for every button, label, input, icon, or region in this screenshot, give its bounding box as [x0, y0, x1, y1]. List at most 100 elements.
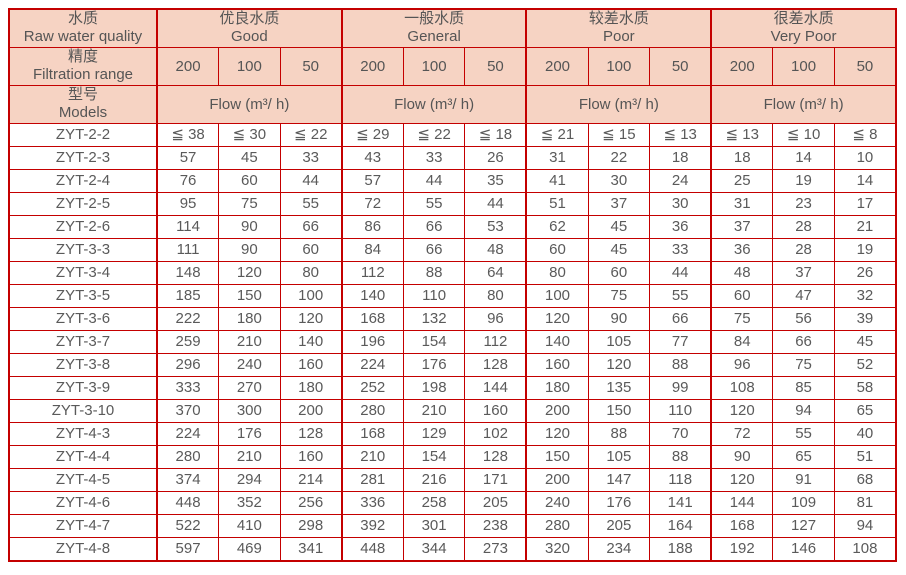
flow-value-cell: 81	[833, 490, 897, 515]
flow-value-cell: 281	[340, 467, 404, 492]
flow-value-cell: 108	[710, 375, 774, 400]
flow-value-cell: 128	[464, 444, 527, 469]
model-cell: ZYT-3-5	[8, 283, 158, 308]
flow-value-cell: 148	[156, 260, 220, 285]
flow-value-cell: 114	[156, 214, 220, 239]
quality-general-label-en: General	[407, 28, 461, 46]
flow-value-cell: ≦ 22	[279, 122, 343, 147]
flow-value-cell: 44	[464, 191, 527, 216]
raw-water-quality-label-en: Raw water quality	[23, 28, 143, 46]
quality-good-label-zh: 优良水质	[219, 10, 280, 28]
flow-value-cell: 176	[587, 490, 651, 515]
flow-value-cell: 68	[833, 467, 897, 492]
table-row: ZYT-4-8 597 469 341 448 344 273 320 234 188 192 146…	[8, 536, 897, 561]
flow-value-cell: 44	[402, 168, 466, 193]
flow-value-cell: 39	[833, 306, 897, 331]
flow-value-cell: 240	[218, 352, 281, 377]
flow-value-cell: 60	[218, 168, 281, 193]
flow-value-cell: 192	[710, 536, 774, 561]
flow-value-cell: 448	[156, 490, 220, 515]
table-row: ZYT-3-4 148 120 80 112 88 64 80 60 44 48 37 26	[8, 260, 897, 285]
flow-value-cell: 280	[525, 513, 589, 538]
flow-value-cell: 43	[340, 145, 404, 170]
quality-very-poor-label-zh: 很差水质	[773, 10, 834, 28]
flow-value-cell: 94	[833, 513, 897, 538]
flow-value-cell: 90	[710, 444, 774, 469]
flow-value-cell: 84	[710, 329, 774, 354]
flow-value-cell: 77	[649, 329, 712, 354]
flow-value-cell: 120	[279, 306, 343, 331]
flow-value-cell: 127	[772, 513, 835, 538]
filtration-col-50: 50	[464, 46, 527, 86]
flow-value-cell: 64	[464, 260, 527, 285]
model-cell: ZYT-4-8	[8, 536, 158, 561]
quality-general-label-zh: 一般水质	[404, 10, 465, 28]
filtration-col-200: 200	[525, 46, 589, 86]
flow-value-cell: ≦ 10	[772, 122, 835, 147]
flow-value-cell: 30	[649, 191, 712, 216]
flow-value-cell: 135	[587, 375, 651, 400]
flow-value-cell: 96	[464, 306, 527, 331]
flow-value-cell: 120	[710, 398, 774, 423]
table-row: ZYT-4-6 448 352 256 336 258 205 240 176 141 144 109…	[8, 490, 897, 515]
flow-value-cell: 109	[772, 490, 835, 515]
flow-value-cell: 55	[279, 191, 343, 216]
filtration-col-100: 100	[402, 46, 466, 86]
flow-value-cell: 95	[156, 191, 220, 216]
flow-value-cell: 252	[340, 375, 404, 400]
flow-value-cell: 224	[340, 352, 404, 377]
flow-value-cell: 140	[340, 283, 404, 308]
flow-value-cell: 66	[772, 329, 835, 354]
flow-value-cell: 86	[340, 214, 404, 239]
flow-value-cell: 22	[587, 145, 651, 170]
flow-value-cell: 144	[464, 375, 527, 400]
flow-value-cell: 94	[772, 398, 835, 423]
flow-value-cell: 72	[340, 191, 404, 216]
flow-value-cell: 154	[402, 329, 466, 354]
flow-value-cell: 150	[587, 398, 651, 423]
flow-value-cell: 118	[649, 467, 712, 492]
flow-label-cell: Flow (m³/ h)	[340, 84, 527, 124]
flow-value-cell: 19	[772, 168, 835, 193]
quality-good-label-en: Good	[231, 28, 268, 46]
table-header: 水质 Raw water quality 优良水质 Good 一般水质 Gene…	[8, 8, 897, 124]
flow-value-cell: 140	[525, 329, 589, 354]
flow-value-cell: 33	[279, 145, 343, 170]
table-row: ZYT-3-9 333 270 180 252 198 144 180 135 99 108 85 58	[8, 375, 897, 400]
quality-poor-label-zh: 较差水质	[588, 10, 649, 28]
table-row: ZYT-2-2 ≦ 38 ≦ 30 ≦ 22 ≦ 29 ≦ 22 ≦ 18 ≦ 21 ≦ 15 ≦…	[8, 122, 897, 147]
model-cell: ZYT-4-6	[8, 490, 158, 515]
flow-value-cell: 91	[772, 467, 835, 492]
model-cell: ZYT-3-10	[8, 398, 158, 423]
flow-value-cell: 88	[649, 352, 712, 377]
flow-value-cell: 96	[710, 352, 774, 377]
model-cell: ZYT-3-9	[8, 375, 158, 400]
table-row: ZYT-3-5 185 150 100 140 110 80 100 75 55 60 47 32	[8, 283, 897, 308]
flow-value-cell: ≦ 21	[525, 122, 589, 147]
quality-header-very-poor: 很差水质 Very Poor	[710, 8, 897, 48]
flow-value-cell: 80	[525, 260, 589, 285]
flow-value-cell: 112	[340, 260, 404, 285]
filtration-col-200: 200	[340, 46, 404, 86]
filtration-col-200: 200	[710, 46, 774, 86]
flow-value-cell: ≦ 38	[156, 122, 220, 147]
flow-value-cell: 370	[156, 398, 220, 423]
flow-value-cell: 352	[218, 490, 281, 515]
flow-value-cell: 200	[525, 398, 589, 423]
flow-value-cell: 147	[587, 467, 651, 492]
model-cell: ZYT-3-3	[8, 237, 158, 262]
flow-value-cell: 256	[279, 490, 343, 515]
flow-value-cell: 26	[833, 260, 897, 285]
table-row: ZYT-2-4 76 60 44 57 44 35 41 30 24 25 19 14	[8, 168, 897, 193]
model-cell: ZYT-2-3	[8, 145, 158, 170]
flow-value-cell: 36	[710, 237, 774, 262]
flow-value-cell: 45	[218, 145, 281, 170]
flow-value-cell: 99	[649, 375, 712, 400]
flow-value-cell: 66	[402, 214, 466, 239]
flow-value-cell: 88	[587, 421, 651, 446]
model-cell: ZYT-4-7	[8, 513, 158, 538]
flow-value-cell: 17	[833, 191, 897, 216]
flow-value-cell: 84	[340, 237, 404, 262]
filtration-col-200: 200	[156, 46, 220, 86]
quality-header-good: 优良水质 Good	[156, 8, 343, 48]
